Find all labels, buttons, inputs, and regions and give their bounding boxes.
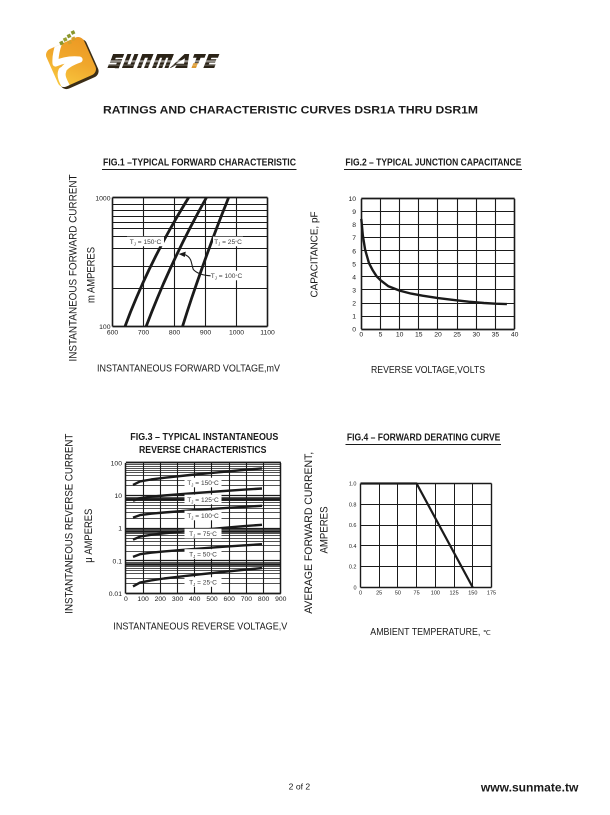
svg-text:200: 200: [155, 596, 167, 603]
svg-text:TJ = 25°C: TJ = 25°C: [214, 239, 242, 247]
svg-text:0.2: 0.2: [349, 565, 357, 571]
svg-text:AVERAGE FORWARD CURRENT,: AVERAGE FORWARD CURRENT,: [303, 452, 315, 614]
svg-text:10: 10: [396, 332, 404, 339]
svg-text:2 of 2: 2 of 2: [289, 783, 311, 792]
svg-text:3: 3: [352, 287, 356, 294]
svg-text:600: 600: [107, 330, 119, 337]
svg-text:TJ = 75°C: TJ = 75°C: [189, 531, 217, 539]
svg-text:175: 175: [487, 591, 496, 597]
svg-text:600: 600: [224, 596, 236, 603]
svg-text:AMPERES: AMPERES: [318, 507, 330, 554]
svg-text:900: 900: [275, 596, 287, 603]
svg-text:CAPACITANCE, pF: CAPACITANCE, pF: [309, 212, 321, 298]
svg-text:7: 7: [352, 235, 356, 242]
svg-text:1000: 1000: [95, 196, 110, 203]
svg-text:400: 400: [189, 596, 201, 603]
svg-text:FIG.1 –TYPICAL FORWARD CHARACT: FIG.1 –TYPICAL FORWARD CHARACTERISTIC: [103, 158, 296, 169]
svg-text:900: 900: [200, 330, 212, 337]
svg-text:100: 100: [137, 596, 149, 603]
svg-text:FIG.2 – TYPICAL JUNCTION CAPAC: FIG.2 – TYPICAL JUNCTION CAPACITANCE: [345, 158, 521, 169]
svg-text:TJ = 150°C: TJ = 150°C: [130, 239, 162, 247]
svg-text:75: 75: [414, 591, 420, 597]
svg-text:FIG.3 – TYPICAL INSTANTANEOUS: FIG.3 – TYPICAL INSTANTANEOUS: [130, 432, 278, 443]
svg-text:RATINGS AND CHARACTERISTIC CUR: RATINGS AND CHARACTERISTIC CURVES DSR1A …: [103, 105, 478, 117]
svg-text:0: 0: [124, 596, 128, 603]
svg-text:TJ = 100°C: TJ = 100°C: [211, 273, 243, 281]
svg-text:0: 0: [359, 332, 363, 339]
svg-text:1: 1: [118, 526, 122, 533]
svg-text:0.01: 0.01: [109, 591, 122, 598]
svg-text:10: 10: [348, 196, 356, 203]
svg-text:4: 4: [352, 274, 356, 281]
svg-text:9: 9: [352, 209, 356, 216]
svg-text:0: 0: [359, 591, 362, 597]
svg-text:25: 25: [376, 591, 382, 597]
svg-text:50: 50: [395, 591, 401, 597]
svg-text:1000: 1000: [229, 330, 244, 337]
svg-text:700: 700: [241, 596, 253, 603]
svg-text:40: 40: [511, 332, 519, 339]
svg-text:www.sunmate.tw: www.sunmate.tw: [480, 783, 579, 795]
svg-text:0.8: 0.8: [349, 502, 357, 508]
svg-text:m AMPERES: m AMPERES: [86, 247, 98, 303]
svg-text:TJ = 25°C: TJ = 25°C: [189, 579, 217, 587]
svg-text:REVERSE CHARACTERISTICS: REVERSE CHARACTERISTICS: [139, 445, 267, 456]
svg-text:TJ = 50°C: TJ = 50°C: [189, 551, 217, 559]
svg-text:300: 300: [172, 596, 184, 603]
svg-text:TJ = 125°C: TJ = 125°C: [187, 497, 219, 505]
svg-text:INSTANTANEOUS REVERSE VOLTAGE,: INSTANTANEOUS REVERSE VOLTAGE,V: [113, 621, 287, 633]
svg-text:FIG.4 – FORWARD DERATING CURVE: FIG.4 – FORWARD DERATING CURVE: [347, 432, 501, 443]
svg-text:INSTANTANEOUS FORWARD CURRENT: INSTANTANEOUS FORWARD CURRENT: [67, 174, 79, 361]
svg-text:800: 800: [169, 330, 181, 337]
svg-text:6: 6: [352, 248, 356, 255]
svg-text:2: 2: [352, 300, 356, 307]
svg-text:REVERSE VOLTAGE,VOLTS: REVERSE VOLTAGE,VOLTS: [371, 364, 485, 376]
svg-text:10: 10: [114, 493, 122, 500]
svg-text:μ AMPERES: μ AMPERES: [83, 509, 95, 563]
svg-text:150: 150: [468, 591, 477, 597]
svg-text:700: 700: [138, 330, 150, 337]
svg-text:1: 1: [352, 314, 356, 321]
svg-text:℃: ℃: [483, 630, 491, 637]
svg-text:125: 125: [450, 591, 459, 597]
svg-text:35: 35: [492, 332, 500, 339]
svg-text:1100: 1100: [260, 330, 275, 337]
svg-text:AMBIENT TEMPERATURE,: AMBIENT TEMPERATURE,: [370, 626, 480, 638]
svg-text:0.6: 0.6: [349, 523, 357, 529]
svg-text:5: 5: [352, 261, 356, 268]
svg-text:15: 15: [415, 332, 423, 339]
svg-text:TJ = 100°C: TJ = 100°C: [187, 513, 219, 521]
svg-text:100: 100: [99, 324, 111, 331]
svg-text:0.4: 0.4: [349, 544, 357, 550]
svg-text:INSTANTANEOUS FORWARD VOLTAGE,: INSTANTANEOUS FORWARD VOLTAGE,mV: [97, 363, 280, 375]
svg-text:8: 8: [352, 222, 356, 229]
svg-text:TJ = 150°C: TJ = 150°C: [187, 480, 219, 488]
svg-text:1.0: 1.0: [349, 482, 357, 488]
svg-text:800: 800: [258, 596, 270, 603]
svg-text:INSTANTANEOUS REVERSE CURRENT: INSTANTANEOUS REVERSE CURRENT: [63, 433, 75, 613]
svg-text:30: 30: [473, 332, 481, 339]
svg-text:0: 0: [352, 327, 356, 334]
svg-text:0.1: 0.1: [113, 558, 123, 565]
svg-text:500: 500: [206, 596, 218, 603]
svg-text:25: 25: [453, 332, 461, 339]
svg-text:100: 100: [111, 460, 123, 467]
svg-text:20: 20: [434, 332, 442, 339]
svg-text:5: 5: [379, 332, 383, 339]
svg-text:100: 100: [431, 591, 440, 597]
svg-text:0: 0: [353, 586, 356, 592]
